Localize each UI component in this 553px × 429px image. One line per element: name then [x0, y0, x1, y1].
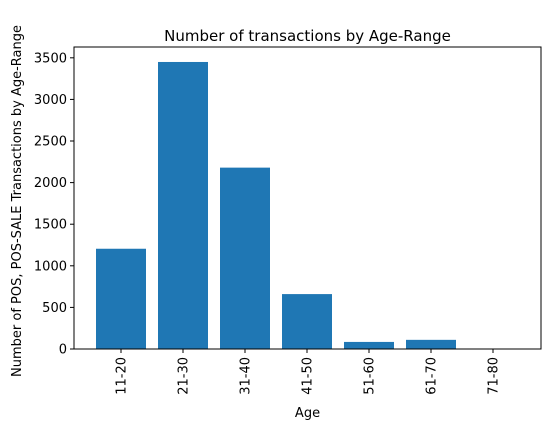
x-axis-label: Age [295, 406, 320, 421]
bar-11-20 [96, 248, 146, 349]
y-axis-label: Number of POS, POS-SALE Transactions by … [10, 25, 25, 377]
y-tick-label: 1500 [34, 218, 67, 233]
x-tick-label: 21-30 [177, 357, 192, 395]
y-axis-ticks: 0 500 1000 1500 2000 2500 3000 3500 [34, 51, 74, 358]
y-tick-label: 500 [42, 301, 67, 316]
y-tick-label: 2500 [34, 135, 67, 150]
bar-61-70 [406, 339, 456, 349]
y-tick-label: 0 [59, 343, 67, 358]
y-tick-label: 1000 [34, 259, 67, 274]
x-tick-label: 61-70 [425, 357, 440, 395]
y-tick-label: 3000 [34, 93, 67, 108]
x-tick-label: 31-40 [239, 357, 254, 395]
bar-31-40 [220, 167, 270, 349]
x-tick-label: 71-80 [487, 357, 502, 395]
y-tick-label: 3500 [34, 51, 67, 66]
bars-group [96, 61, 518, 349]
y-tick-label: 2000 [34, 176, 67, 191]
plot-frame [73, 46, 542, 350]
x-tick-label: 41-50 [301, 357, 316, 395]
x-tick-label: 11-20 [115, 357, 130, 395]
x-tick-label: 51-60 [363, 357, 378, 395]
bar-51-60 [344, 341, 394, 349]
bar-21-30 [158, 61, 208, 349]
bar-41-50 [282, 294, 332, 349]
x-axis-ticks: 11-20 21-30 31-40 41-50 51-60 61-70 71-80 [115, 349, 502, 395]
chart-title: Number of transactions by Age-Range [164, 27, 451, 45]
